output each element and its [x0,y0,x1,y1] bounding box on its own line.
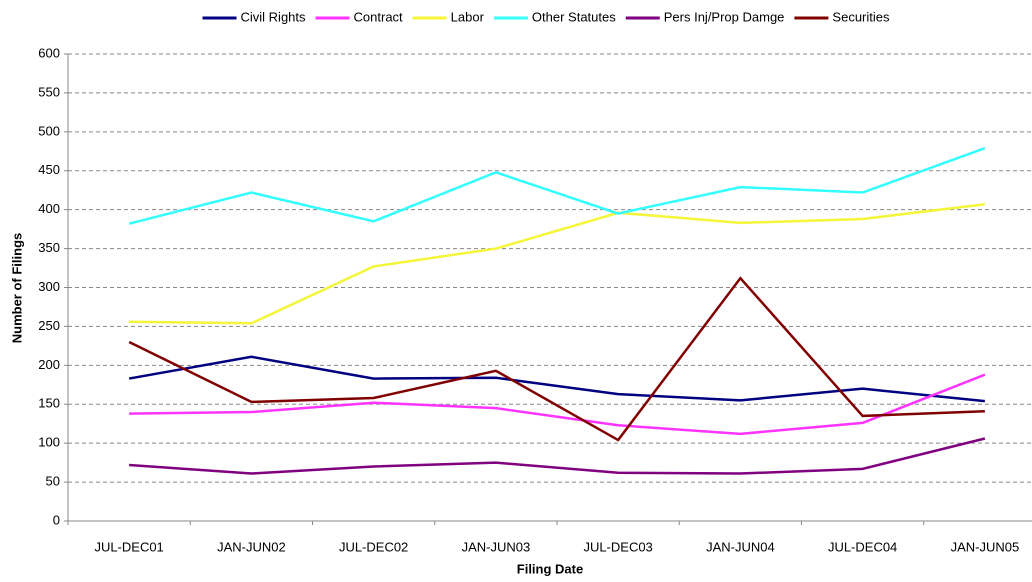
legend-label: Other Statutes [532,9,616,24]
legend-item: Securities [794,9,890,24]
y-tick-label: 250 [38,318,60,333]
x-tick-label: JUL-DEC03 [583,539,652,554]
series-line [129,437,986,475]
y-axis-title: Number of Filings [9,233,24,344]
x-tick-label: JUL-DEC04 [828,539,897,554]
y-tick-label: 400 [38,201,60,216]
series-line [128,276,985,442]
x-tick-label: JAN-JUN05 [951,539,1020,554]
y-tick-label: 50 [46,474,60,489]
series-line [129,202,986,325]
series-line [128,355,986,403]
series-line [129,373,986,436]
y-tick-label: 550 [38,84,60,99]
legend-item: Pers Inj/Prop Damge [625,9,785,24]
legend: Civil Rights Contract Labor Other Statutes P… [202,9,890,24]
legend-label: Contract [354,9,404,24]
y-tick-label: 0 [53,512,60,527]
y-tick-label: 200 [38,357,60,372]
y-tick-label: 500 [38,123,60,138]
x-tick-label: JAN-JUN03 [462,539,531,554]
legend-label: Pers Inj/Prop Damge [664,9,785,24]
series-line [128,147,986,225]
x-tick-label: JUL-DEC02 [339,539,408,554]
y-tick-label: 100 [38,435,60,450]
legend-item: Contract [315,9,404,24]
x-tick-label: JUL-DEC01 [94,539,163,554]
y-tick-label: 350 [38,240,60,255]
x-tick-label: JAN-JUN02 [217,539,286,554]
legend-item: Labor [412,9,485,24]
y-tick-label: 600 [38,45,60,60]
legend-item: Civil Rights [202,9,307,24]
legend-item: Other Statutes [493,9,616,24]
y-tick-label: 450 [38,162,60,177]
legend-label: Securities [832,9,890,24]
x-axis-title: Filing Date [517,561,583,576]
y-tick-label: 150 [38,396,60,411]
x-tick-label: JAN-JUN04 [706,539,775,554]
legend-label: Civil Rights [241,9,307,24]
legend-label: Labor [451,9,485,24]
y-tick-label: 300 [38,279,60,294]
